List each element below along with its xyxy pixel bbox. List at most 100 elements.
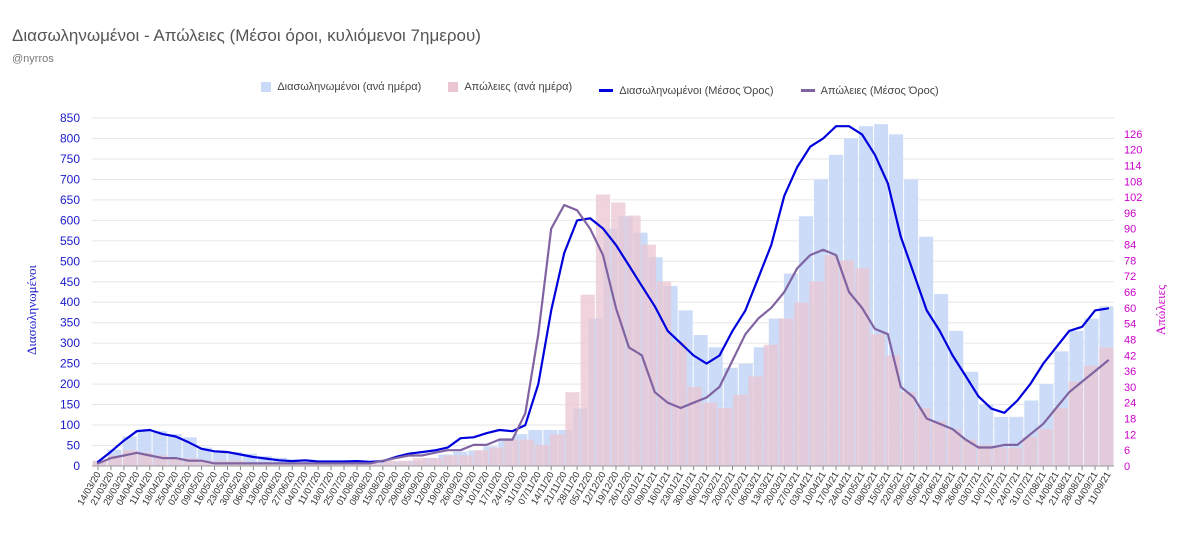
right-axis-tick-label: 96	[1124, 208, 1136, 220]
legend-swatch-icu-avg	[599, 89, 614, 92]
left-axis-tick-label: 0	[73, 459, 80, 473]
right-axis-tick-label: 72	[1124, 271, 1136, 283]
chart-legend: Διασωληνωμένοι (ανά ημέρα) Απώλειες (ανά…	[0, 81, 1200, 97]
legend-label-deaths-avg: Απώλειες (Μέσος Όρος)	[820, 84, 939, 97]
deaths-daily-bar	[336, 463, 351, 466]
deaths-daily-bar	[504, 439, 519, 466]
right-axis-tick-label: 84	[1124, 240, 1136, 252]
left-axis-tick-label: 50	[67, 439, 81, 453]
deaths-daily-bar	[534, 444, 550, 466]
chart-subtitle: @nyrros	[12, 53, 54, 65]
deaths-daily-bar	[977, 444, 992, 466]
deaths-daily-bar	[473, 450, 489, 466]
deaths-average-line	[96, 203, 1110, 465]
left-axis-tick-label: 350	[60, 316, 80, 330]
deaths-daily-bar	[717, 408, 733, 466]
legend-swatch-deaths-daily	[448, 82, 459, 92]
chart-title: Διασωληνωμένοι - Απώλειες (Μέσοι όροι, κ…	[12, 26, 481, 45]
legend-item-icu-avg[interactable]: Διασωληνωμένοι (Μέσος Όρος)	[599, 84, 774, 97]
legend-swatch-deaths-avg	[800, 89, 815, 92]
deaths-daily-bar	[290, 463, 306, 466]
deaths-daily-bar	[748, 376, 763, 466]
deaths-daily-bar	[855, 268, 870, 466]
deaths-daily-bar	[580, 294, 595, 466]
deaths-daily-bar	[733, 394, 748, 466]
left-axis-tick-label: 150	[60, 398, 80, 412]
right-axis-tick-label: 120	[1124, 145, 1142, 157]
right-axis-tick-label: 54	[1124, 319, 1136, 331]
left-axis-tick-label: 250	[60, 357, 80, 371]
left-axis-tick-label: 500	[60, 254, 80, 268]
deaths-daily-bar	[778, 318, 794, 466]
right-axis-tick-label: 126	[1124, 129, 1142, 141]
deaths-daily-bar	[458, 455, 473, 466]
right-axis-tick-label: 24	[1124, 398, 1136, 410]
right-axis-tick-label: 48	[1124, 334, 1136, 346]
deaths-daily-bar	[702, 402, 717, 466]
deaths-daily-bar	[199, 460, 214, 466]
deaths-daily-bar	[367, 463, 382, 466]
left-axis-title: Διασωληνωμένοι	[24, 265, 39, 355]
icu-daily-bar	[257, 456, 272, 466]
deaths-daily-bar	[1038, 429, 1053, 466]
deaths-daily-bar	[931, 421, 946, 466]
right-axis-tick-label: 36	[1124, 366, 1136, 378]
right-axis-tick-label: 66	[1124, 287, 1136, 299]
deaths-daily-bar	[275, 463, 290, 466]
left-axis-tick-label: 750	[60, 152, 80, 166]
icu-daily-bar	[272, 457, 287, 466]
deaths-daily-bar	[794, 302, 809, 466]
right-axis-tick-label: 108	[1124, 176, 1142, 188]
deaths-daily-bar	[1083, 365, 1099, 466]
right-axis-tick-label: 78	[1124, 255, 1136, 267]
deaths-daily-bar	[321, 463, 336, 466]
icu-average-line	[96, 125, 1110, 463]
right-axis-tick-label: 0	[1124, 461, 1130, 473]
left-axis-tick-label: 800	[60, 131, 80, 145]
right-axis-tick-label: 60	[1124, 303, 1136, 315]
right-axis-tick-label: 42	[1124, 350, 1136, 362]
deaths-daily-bar	[885, 355, 900, 466]
deaths-daily-bar	[260, 463, 275, 466]
deaths-daily-bar	[351, 463, 367, 466]
left-axis-tick-label: 200	[60, 377, 80, 391]
deaths-daily-bar	[641, 244, 656, 466]
left-axis-tick-label: 600	[60, 213, 80, 227]
right-axis-title: Απώλειες	[1153, 284, 1168, 335]
deaths-daily-bar	[443, 455, 458, 466]
right-axis-tick-label: 90	[1124, 224, 1136, 236]
deaths-daily-bar	[687, 386, 702, 466]
left-axis-tick-label: 850	[60, 111, 80, 125]
deaths-daily-bar	[519, 439, 534, 466]
deaths-daily-bar	[961, 439, 977, 466]
deaths-daily-bar	[153, 455, 168, 466]
deaths-daily-bar	[245, 463, 260, 466]
deaths-daily-bar	[763, 344, 778, 466]
legend-item-deaths-avg[interactable]: Απώλειες (Μέσος Όρος)	[800, 84, 939, 97]
deaths-daily-bar	[992, 447, 1007, 466]
legend-label-icu-avg: Διασωληνωμένοι (Μέσος Όρος)	[619, 84, 774, 97]
left-axis-tick-label: 700	[60, 172, 80, 186]
legend-item-icu-daily[interactable]: Διασωληνωμένοι (ανά ημέρα)	[261, 81, 421, 93]
deaths-daily-bar	[611, 202, 626, 466]
left-axis-tick-label: 100	[60, 418, 80, 432]
legend-label-deaths-daily: Απώλειες (ανά ημέρα)	[464, 81, 573, 93]
deaths-daily-bar	[107, 455, 123, 466]
deaths-daily-bar	[1068, 381, 1083, 466]
left-axis-tick-label: 450	[60, 275, 80, 289]
left-axis-tick-label: 400	[60, 295, 80, 309]
legend-item-deaths-daily[interactable]: Απώλειες (ανά ημέρα)	[448, 81, 572, 93]
deaths-daily-bar	[1099, 347, 1114, 466]
deaths-daily-bar	[809, 281, 824, 466]
right-axis-tick-label: 18	[1124, 414, 1136, 426]
deaths-daily-bar	[397, 460, 412, 466]
legend-swatch-icu-daily	[261, 82, 272, 92]
right-axis-tick-label: 30	[1124, 382, 1136, 394]
left-axis-tick-label: 650	[60, 193, 80, 207]
deaths-daily-bar	[1007, 447, 1022, 466]
deaths-daily-bar	[1022, 437, 1038, 466]
deaths-daily-bar	[900, 392, 916, 466]
deaths-daily-bar	[656, 281, 672, 466]
deaths-daily-bar	[550, 434, 565, 466]
